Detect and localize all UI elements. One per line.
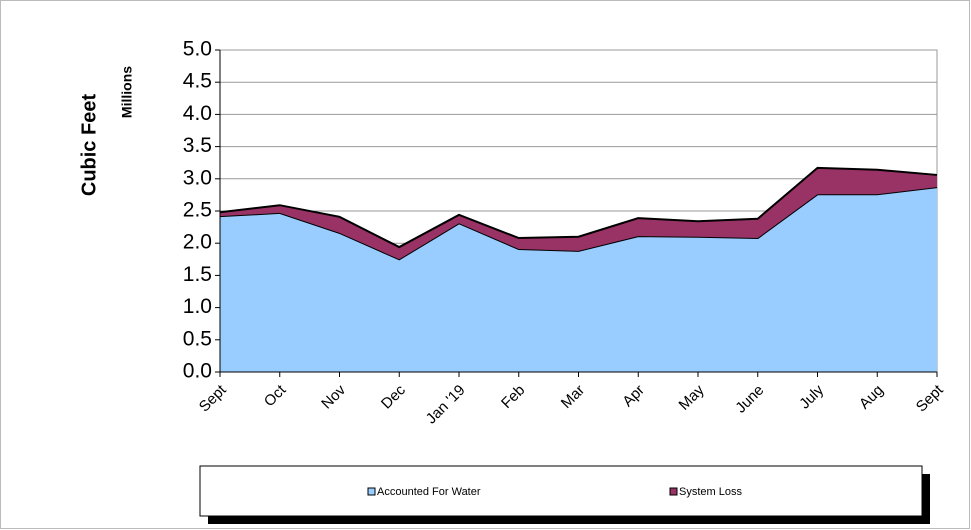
legend: Accounted For Water System Loss bbox=[367, 486, 742, 498]
legend-box bbox=[199, 465, 923, 517]
y-tick-label: 2.5 bbox=[183, 199, 212, 222]
y-tick-label: 5.0 bbox=[183, 38, 212, 61]
y-axis-label: Cubic Feet bbox=[78, 94, 100, 197]
y-tick-label: 0.0 bbox=[183, 360, 212, 383]
y-tick-label: 4.5 bbox=[183, 70, 212, 93]
area bbox=[220, 187, 937, 372]
y-tick-label: 3.5 bbox=[183, 134, 212, 157]
y-tick-label: 0.5 bbox=[183, 327, 212, 350]
legend-label: System Loss bbox=[679, 486, 742, 498]
area bbox=[220, 167, 937, 260]
y-tick-label: 1.0 bbox=[183, 295, 212, 318]
area-edge bbox=[219, 166, 938, 249]
y-unit-label: Millions bbox=[119, 66, 135, 118]
legend-swatch bbox=[669, 487, 678, 496]
legend-label: Accounted For Water bbox=[377, 486, 481, 498]
y-tick-label: 4.0 bbox=[183, 102, 212, 125]
legend-swatch bbox=[367, 487, 376, 496]
y-tick-label: 3.0 bbox=[183, 166, 212, 189]
y-tick-label: 2.0 bbox=[183, 231, 212, 254]
y-tick-label: 1.5 bbox=[183, 263, 212, 286]
